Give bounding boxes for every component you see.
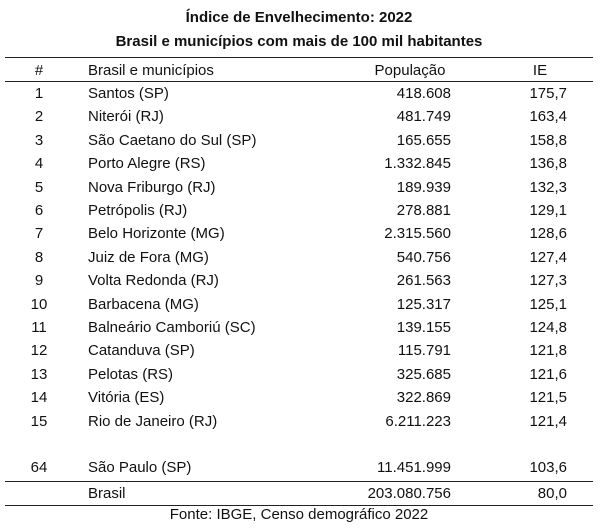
row-ie: 136,8	[529, 155, 567, 173]
row-municipality: Catanduva (SP)	[88, 342, 195, 360]
header-rule	[5, 81, 593, 82]
row-municipality: São Paulo (SP)	[88, 459, 192, 476]
row-municipality: Juiz de Fora (MG)	[88, 248, 209, 266]
row-rank: 4	[34, 155, 44, 173]
row-population: 115.791	[397, 342, 451, 360]
table-row: 1 Santos (SP) 418.608 175,7	[0, 82, 598, 106]
row-rank: 10	[30, 295, 48, 313]
row-municipality: Nova Friburgo (RJ)	[88, 178, 216, 196]
row-municipality: Santos (SP)	[88, 85, 169, 102]
row-ie: 128,6	[529, 225, 567, 243]
row-population: 261.563	[396, 272, 451, 290]
table-row: 7 Belo Horizonte (MG) 2.315.560 128,6	[0, 222, 598, 246]
header-name: Brasil e municípios	[88, 62, 214, 79]
row-population: 322.869	[396, 389, 451, 407]
row-population: 139.155	[396, 319, 451, 336]
row-ie: 127,3	[529, 272, 567, 290]
table-row: 2 Niterói (RJ) 481.749 163,4	[0, 105, 598, 129]
row-municipality: Rio de Janeiro (RJ)	[88, 412, 218, 430]
source-note: Fonte: IBGE, Censo demográfico 2022	[169, 506, 429, 523]
row-ie: 129,1	[529, 202, 567, 219]
total-ie: 80,0	[537, 485, 567, 502]
header-population: População	[374, 62, 446, 79]
row-municipality: Petrópolis (RJ)	[88, 202, 188, 219]
table-header-row: # Brasil e municípios População IE	[0, 59, 598, 83]
row-municipality: Niterói (RJ)	[88, 108, 164, 126]
table-row: 14 Vitória (ES) 322.869 121,5	[0, 386, 598, 410]
row-ie: 121,5	[529, 389, 567, 407]
row-municipality: Vitória (ES)	[88, 389, 165, 407]
table-title: Índice de Envelhecimento: 2022	[185, 9, 413, 26]
row-rank: 7	[34, 225, 44, 243]
row-population: 11.451.999	[377, 459, 451, 476]
table-row: 5 Nova Friburgo (RJ) 189.939 132,3	[0, 176, 598, 200]
row-rank: 5	[34, 178, 44, 196]
row-population: 418.608	[396, 85, 451, 102]
header-rank: #	[34, 62, 44, 79]
table-row: 6 Petrópolis (RJ) 278.881 129,1	[0, 199, 598, 223]
row-ie: 121,6	[529, 365, 567, 383]
bottom-rule	[5, 505, 593, 506]
row-ie: 127,4	[529, 248, 567, 266]
row-population: 1.332.845	[384, 155, 451, 173]
table-row: 15 Rio de Janeiro (RJ) 6.211.223 121,4	[0, 410, 598, 434]
row-ie: 125,1	[529, 295, 567, 313]
table-row: 8 Juiz de Fora (MG) 540.756 127,4	[0, 246, 598, 270]
table-row: 10 Barbacena (MG) 125.317 125,1	[0, 293, 598, 317]
total-rule	[5, 481, 593, 482]
row-ie: 103,6	[529, 459, 567, 476]
row-population: 481.749	[396, 108, 451, 126]
row-rank: 1	[34, 85, 44, 102]
table-row: 4 Porto Alegre (RS) 1.332.845 136,8	[0, 152, 598, 176]
row-municipality: Porto Alegre (RS)	[88, 155, 206, 173]
table-row: 12 Catanduva (SP) 115.791 121,8	[0, 339, 598, 363]
row-municipality: São Caetano do Sul (SP)	[88, 131, 257, 149]
table-row: 3 São Caetano do Sul (SP) 165.655 158,8	[0, 129, 598, 153]
row-population: 125.317	[396, 295, 451, 313]
table-subtitle: Brasil e municípios com mais de 100 mil …	[115, 33, 483, 50]
row-rank: 9	[34, 272, 44, 290]
row-rank: 8	[34, 248, 44, 266]
row-rank: 6	[34, 202, 44, 219]
row-population: 6.211.223	[385, 412, 451, 430]
table-row: 11 Balneário Camboriú (SC) 139.155 124,8	[0, 316, 598, 340]
row-ie: 121,4	[529, 412, 567, 430]
table-row-total: Brasil 203.080.756 80,0	[0, 482, 598, 506]
row-ie: 121,8	[529, 342, 567, 360]
table-row: 13 Pelotas (RS) 325.685 121,6	[0, 363, 598, 387]
row-population: 278.881	[396, 202, 451, 219]
row-ie: 163,4	[529, 108, 567, 126]
row-population: 2.315.560	[384, 225, 451, 243]
row-population: 325.685	[396, 365, 451, 383]
row-rank: 12	[30, 342, 48, 360]
table-row: 9 Volta Redonda (RJ) 261.563 127,3	[0, 269, 598, 293]
row-population: 189.939	[396, 178, 451, 196]
row-rank: 2	[34, 108, 44, 126]
total-population: 203.080.756	[367, 485, 451, 502]
top-rule	[5, 57, 593, 58]
row-rank: 14	[30, 389, 48, 407]
row-municipality: Volta Redonda (RJ)	[88, 272, 219, 290]
row-population: 540.756	[396, 248, 451, 266]
row-municipality: Pelotas (RS)	[88, 365, 174, 383]
row-rank: 64	[30, 459, 48, 476]
row-municipality: Balneário Camboriú (SC)	[88, 319, 256, 336]
row-rank: 3	[34, 131, 44, 149]
row-population: 165.655	[396, 131, 451, 149]
row-ie: 124,8	[529, 319, 567, 336]
table-row: 64 São Paulo (SP) 11.451.999 103,6	[0, 456, 598, 480]
row-rank: 13	[30, 365, 48, 383]
row-ie: 175,7	[529, 85, 567, 102]
total-name: Brasil	[88, 485, 126, 502]
row-ie: 158,8	[529, 131, 567, 149]
header-ie: IE	[532, 62, 548, 79]
row-municipality: Belo Horizonte (MG)	[88, 225, 225, 243]
row-municipality: Barbacena (MG)	[88, 295, 199, 313]
row-ie: 132,3	[529, 178, 567, 196]
row-rank: 11	[31, 319, 47, 336]
row-rank: 15	[30, 412, 48, 430]
